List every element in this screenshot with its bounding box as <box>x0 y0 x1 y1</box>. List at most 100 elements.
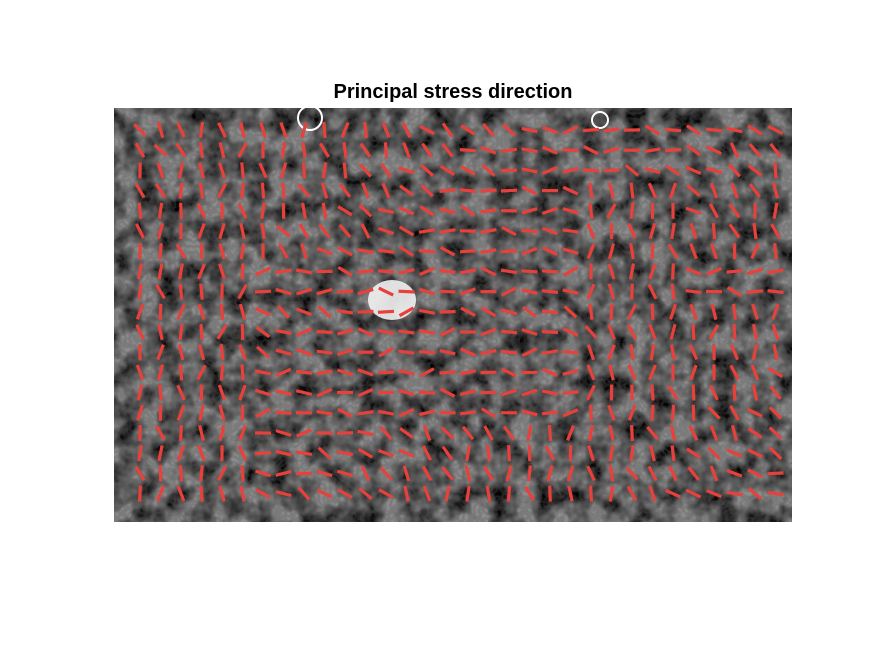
stress-direction-segment <box>156 162 165 179</box>
stress-direction-segment <box>317 305 332 319</box>
stress-direction-segment <box>136 404 144 421</box>
stress-direction-segment <box>134 223 146 239</box>
stress-direction-segment <box>647 465 658 482</box>
stress-direction-segment <box>562 390 579 395</box>
stress-direction-segment <box>480 208 497 214</box>
stress-direction-segment <box>726 286 743 298</box>
stress-direction-segment <box>767 289 784 295</box>
stress-direction-segment <box>197 344 206 361</box>
stress-direction-segment <box>197 303 206 320</box>
stress-direction-segment <box>178 182 184 199</box>
stress-direction-segment <box>419 163 435 177</box>
stress-direction-segment <box>176 303 186 320</box>
stress-direction-segment <box>772 344 779 361</box>
stress-direction-segment <box>729 142 740 159</box>
stress-direction-segment <box>359 142 372 158</box>
stress-direction-segment <box>218 162 226 179</box>
stress-direction-segment <box>685 206 702 216</box>
stress-direction-segment <box>562 350 579 355</box>
stress-direction-segment <box>486 445 491 462</box>
stress-direction-segment <box>461 425 475 441</box>
stress-direction-segment <box>608 485 615 502</box>
stress-direction-segment <box>548 485 552 502</box>
stress-direction-segment <box>501 225 517 237</box>
stress-direction-segment <box>418 228 436 234</box>
stress-direction-segment <box>670 222 676 240</box>
stress-direction-segment <box>626 485 638 502</box>
stress-direction-segment <box>216 324 228 340</box>
stress-direction-segment <box>419 266 435 277</box>
stress-direction-segment <box>649 445 656 462</box>
stress-direction-segment <box>318 223 331 239</box>
stress-direction-segment <box>254 369 272 376</box>
stress-direction-segment <box>459 389 477 396</box>
stress-direction-segment <box>316 329 333 335</box>
stress-direction-segment <box>669 424 677 442</box>
stress-direction-segment <box>216 465 228 482</box>
stress-direction-segment <box>196 364 207 381</box>
stress-direction-segment <box>751 344 759 361</box>
stress-direction-segment <box>521 328 538 336</box>
stress-direction-segment <box>441 122 454 138</box>
stress-direction-segment <box>439 207 456 215</box>
stress-direction-segment <box>607 404 616 421</box>
stress-direction-segment <box>588 303 594 320</box>
stress-direction-segment <box>421 142 433 158</box>
stress-direction-segment <box>218 424 226 442</box>
stress-direction-segment <box>685 488 702 499</box>
stress-direction-segment <box>134 465 146 482</box>
stress-direction-segment <box>359 163 372 178</box>
stress-direction-segment <box>728 223 741 239</box>
stress-direction-segment <box>295 347 313 357</box>
stress-direction-segment <box>732 323 737 341</box>
stress-direction-segment <box>502 425 516 441</box>
stress-direction-segment <box>527 465 532 482</box>
stress-direction-segment <box>316 369 333 376</box>
stress-direction-segment <box>398 289 415 294</box>
stress-direction-segment <box>480 407 497 419</box>
stress-direction-segment <box>439 289 456 294</box>
stress-direction-segment <box>480 248 497 255</box>
stress-direction-segment <box>276 224 291 238</box>
stress-direction-segment <box>418 390 436 395</box>
stress-direction-segment <box>198 404 205 421</box>
stress-direction-segment <box>178 323 184 341</box>
stress-direction-segment <box>506 485 512 502</box>
stress-direction-segment <box>705 266 723 276</box>
stress-direction-segment <box>705 127 723 133</box>
stress-direction-segment <box>527 445 532 462</box>
stress-direction-segment <box>480 327 497 337</box>
stress-direction-segment <box>238 384 247 401</box>
stress-direction-segment <box>562 247 579 255</box>
stress-direction-segment <box>480 306 497 318</box>
stress-direction-segment <box>648 485 657 502</box>
stress-direction-segment <box>398 329 415 335</box>
stress-direction-segment <box>357 309 374 314</box>
stress-direction-segment <box>460 204 476 217</box>
stress-direction-segment <box>500 349 518 355</box>
stress-direction-segment <box>421 445 433 462</box>
stress-direction-segment <box>665 164 681 177</box>
stress-direction-segment <box>747 487 763 501</box>
stress-direction-segment <box>667 243 679 259</box>
stress-direction-segment <box>157 323 164 341</box>
stress-direction-segment <box>361 182 370 199</box>
stress-direction-segment <box>176 404 186 421</box>
stress-direction-segment <box>500 388 518 397</box>
stress-direction-segment <box>153 143 168 157</box>
stress-direction-segment <box>336 328 354 336</box>
stress-direction-segment <box>521 347 538 358</box>
stress-direction-segment <box>647 283 658 300</box>
stress-direction-segment <box>295 389 313 397</box>
stress-direction-segment <box>521 147 538 154</box>
stress-direction-segment <box>301 142 307 159</box>
stress-direction-segment <box>301 162 307 179</box>
stress-direction-segment <box>630 424 634 442</box>
stress-direction-segment <box>137 445 143 462</box>
stress-direction-segment <box>726 126 743 134</box>
stress-direction-segment <box>439 309 456 314</box>
stress-direction-segment <box>726 448 743 458</box>
stress-direction-segment <box>296 327 312 337</box>
stress-direction-segment <box>418 248 436 254</box>
stress-direction-segment <box>199 283 204 300</box>
